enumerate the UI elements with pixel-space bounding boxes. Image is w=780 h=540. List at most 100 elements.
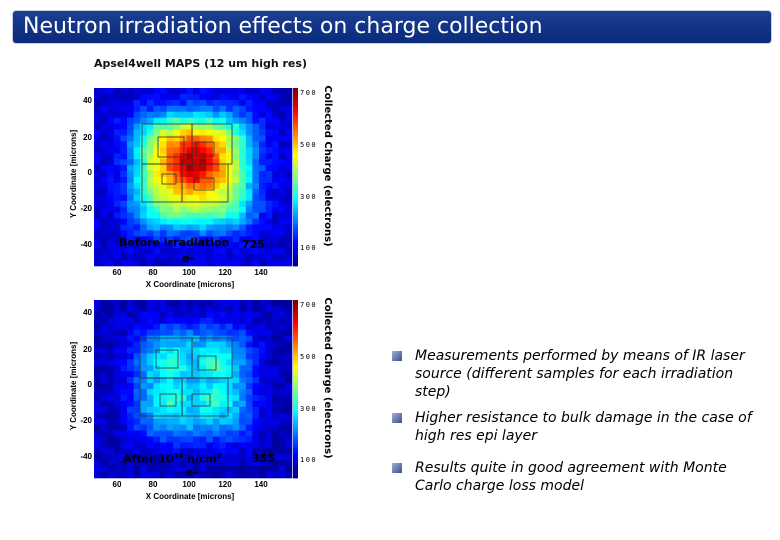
heatmap-cell <box>278 194 286 202</box>
heatmap-cell <box>146 389 154 396</box>
heatmap-cell <box>113 224 121 231</box>
x-axis-label: X Coordinate [microns] <box>146 280 235 289</box>
heatmap-cell <box>133 218 141 225</box>
heatmap-cell <box>285 111 293 118</box>
heatmap-cell <box>113 323 121 330</box>
heatmap-cell <box>107 442 115 449</box>
heatmap-cell <box>259 242 266 249</box>
heatmap-cell <box>219 260 227 267</box>
heatmap-cell <box>285 236 293 243</box>
heatmap-cell <box>100 394 108 402</box>
slide-title: Neutron irradiation effects on charge co… <box>23 14 543 39</box>
heatmap-cell <box>252 436 260 443</box>
heatmap-cell <box>272 430 280 437</box>
heatmap-cell <box>173 383 181 390</box>
heatmap-cell <box>245 383 253 390</box>
heatmap-cell <box>212 111 220 118</box>
heatmap-cell <box>212 305 220 313</box>
heatmap-cell <box>127 206 134 213</box>
heatmap-cell <box>179 123 187 130</box>
heatmap-cell <box>285 242 293 249</box>
heatmap-cell <box>160 194 167 202</box>
heatmap-cell <box>278 135 286 142</box>
heatmap-cell <box>133 317 141 325</box>
heatmap-cell <box>120 218 128 225</box>
heatmap-cell <box>193 305 200 313</box>
heatmap-cell <box>199 230 207 237</box>
heatmap-cell <box>206 371 214 378</box>
heatmap-cell <box>140 460 148 467</box>
heatmap-cell <box>212 218 220 225</box>
heatmap-cell <box>239 300 247 307</box>
cbar-tick: 500 <box>300 141 317 149</box>
heatmap-cell <box>166 236 174 243</box>
heatmap-cell <box>94 347 101 354</box>
pixel-outline <box>157 136 185 158</box>
heatmap-cell <box>259 359 266 366</box>
heatmap-cell <box>186 218 194 225</box>
heatmap-cell <box>272 177 280 184</box>
heatmap-cell <box>166 394 174 402</box>
heatmap-cell <box>252 430 260 437</box>
heatmap-cell <box>140 323 148 330</box>
heatmap-cell <box>272 300 280 307</box>
heatmap-cell <box>272 442 280 449</box>
colorbar-step <box>293 338 298 342</box>
colorbar-step <box>293 403 298 408</box>
heatmap-cell <box>199 135 207 142</box>
heatmap-cell <box>199 311 207 319</box>
heatmap-cell <box>127 359 134 366</box>
heatmap-cell <box>219 365 227 372</box>
heatmap-cell <box>193 147 200 154</box>
heatmap-cell <box>272 436 280 443</box>
heatmap-cell <box>100 218 108 225</box>
heatmap-cell <box>179 323 187 330</box>
colorbar-step <box>293 191 298 196</box>
heatmap-cell <box>186 248 194 255</box>
heatmap-cell <box>232 194 240 202</box>
heatmap-cell <box>120 165 128 172</box>
heatmap-cell <box>265 466 273 473</box>
square-bullet-icon <box>392 413 402 423</box>
heatmap-cell <box>133 200 141 207</box>
heatmap-cell <box>173 242 181 249</box>
heatmap-cell <box>133 248 141 255</box>
heatmap-cell <box>160 224 167 231</box>
heatmap-cell <box>272 111 280 118</box>
heatmap-cell <box>160 88 167 95</box>
heatmap-cell <box>166 335 174 342</box>
heatmap-cell <box>278 200 286 207</box>
heatmap-cell <box>259 418 266 425</box>
heatmap-cell <box>173 248 181 255</box>
heatmap-cell <box>199 212 207 219</box>
heatmap-cell <box>140 305 148 313</box>
heatmap-cell <box>186 165 194 172</box>
heatmap-cell <box>107 129 115 136</box>
heatmap-cell <box>133 311 141 319</box>
heatmap-cell <box>166 147 174 154</box>
heatmap-cell <box>265 254 273 261</box>
heatmap-cell <box>232 224 240 231</box>
heatmap-cell <box>179 454 187 461</box>
heatmap-cell <box>186 105 194 113</box>
heatmap-cell <box>120 377 128 384</box>
heatmap-cell <box>193 424 200 431</box>
heatmap-cell <box>232 141 240 148</box>
axes: 40 20 0 -20 -40 60 80 100 120 140 X Coor… <box>69 297 333 501</box>
y-tick: 20 <box>83 133 92 142</box>
heatmap-cell <box>140 159 148 166</box>
heatmap-cell <box>186 347 194 354</box>
heatmap-cell <box>120 347 128 354</box>
heatmap-cell <box>272 206 280 213</box>
caption-sub: e- <box>182 252 195 265</box>
heatmap-cell <box>265 182 273 190</box>
heatmap-cell <box>100 99 108 107</box>
heatmap-cell <box>160 188 167 196</box>
heatmap-cell <box>153 448 161 455</box>
heatmap-cell <box>120 135 128 142</box>
heatmap-cell <box>272 123 280 130</box>
heatmap-cell <box>245 448 253 455</box>
heatmap-cell <box>226 99 233 107</box>
heatmap-cell <box>206 99 214 107</box>
heatmap-cell <box>153 389 161 396</box>
